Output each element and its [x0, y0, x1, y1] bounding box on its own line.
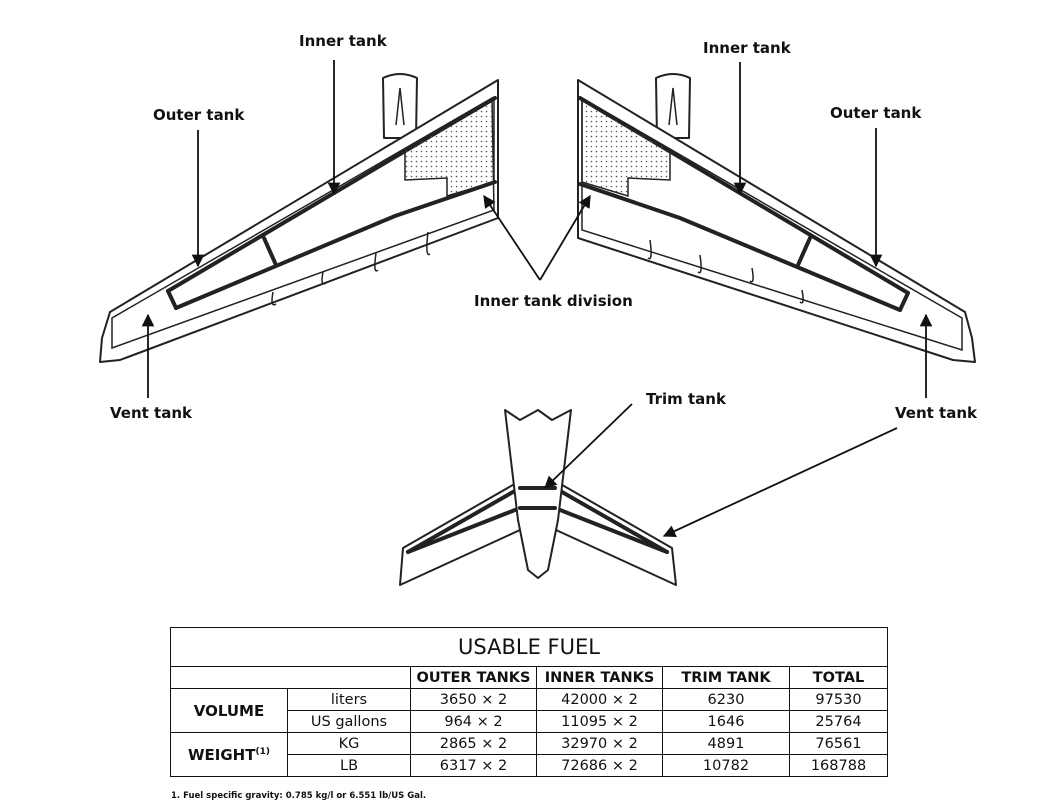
header-outer-tanks: OUTER TANKS	[410, 666, 537, 689]
total-cell: 25764	[789, 710, 888, 733]
table-row: LB 6317 × 2 72686 × 2 10782 168788	[171, 754, 888, 777]
left-wing	[99, 73, 499, 363]
right-wing	[577, 73, 976, 363]
weight-group-label: WEIGHT(1)	[170, 732, 288, 777]
volume-group-label: VOLUME	[170, 688, 288, 733]
outer-cell: 6317 × 2	[410, 754, 537, 777]
table-row: VOLUME liters 3650 × 2 42000 × 2 6230 97…	[170, 688, 888, 733]
trim-cell: 10782	[662, 754, 790, 777]
inner-cell: 32970 × 2	[536, 732, 663, 755]
arrow-vent-tank-tail	[662, 427, 898, 537]
table-title: USABLE FUEL	[170, 627, 888, 667]
unit-cell: LB	[287, 754, 411, 777]
total-cell: 76561	[789, 732, 888, 755]
vent-tank-label-left: Vent tank	[110, 404, 193, 422]
trim-cell: 1646	[662, 710, 790, 733]
inner-cell: 11095 × 2	[536, 710, 663, 733]
table-row: WEIGHT(1) KG 2865 × 2 32970 × 2 4891 765…	[170, 732, 888, 777]
trim-cell: 4891	[662, 732, 790, 755]
inner-tank-division-label: Inner tank division	[474, 292, 633, 310]
unit-cell: liters	[287, 688, 411, 711]
inner-cell: 42000 × 2	[536, 688, 663, 711]
header-inner-tanks: INNER TANKS	[536, 666, 663, 689]
weight-footnote-ref: (1)	[255, 746, 270, 757]
outer-cell: 964 × 2	[410, 710, 537, 733]
total-cell: 97530	[789, 688, 888, 711]
header-trim-tank: TRIM TANK	[662, 666, 790, 689]
arrow-division-right	[539, 194, 591, 281]
arrow-trim-tank	[544, 403, 633, 489]
callout-arrows	[141, 60, 933, 537]
unit-cell: KG	[287, 732, 411, 755]
horizontal-stabilizer	[399, 409, 677, 586]
usable-fuel-table: USABLE FUEL OUTER TANKS INNER TANKS TRIM…	[170, 627, 888, 777]
inner-tank-label-right: Inner tank	[703, 39, 792, 57]
outer-tank-label-left: Outer tank	[153, 106, 245, 124]
weight-label-text: WEIGHT	[188, 745, 256, 764]
total-cell: 168788	[789, 754, 888, 777]
arrow-division-left	[483, 194, 541, 281]
outer-cell: 3650 × 2	[410, 688, 537, 711]
inner-cell: 72686 × 2	[536, 754, 663, 777]
trim-tank-label: Trim tank	[646, 390, 727, 408]
outer-cell: 2865 × 2	[410, 732, 537, 755]
unit-cell: US gallons	[287, 710, 411, 733]
header-total: TOTAL	[789, 666, 888, 689]
trim-cell: 6230	[662, 688, 790, 711]
outer-tank-label-right: Outer tank	[830, 104, 922, 122]
fuel-tank-diagram: Inner tank Outer tank Inner tank Outer t…	[99, 32, 978, 586]
header-empty	[170, 666, 411, 689]
footnote: 1. Fuel specific gravity: 0.785 kg/l or …	[171, 791, 427, 801]
table-header-row: OUTER TANKS INNER TANKS TRIM TANK TOTAL	[170, 666, 888, 689]
inner-tank-label-left: Inner tank	[299, 32, 388, 50]
vent-tank-label-right: Vent tank	[895, 404, 978, 422]
